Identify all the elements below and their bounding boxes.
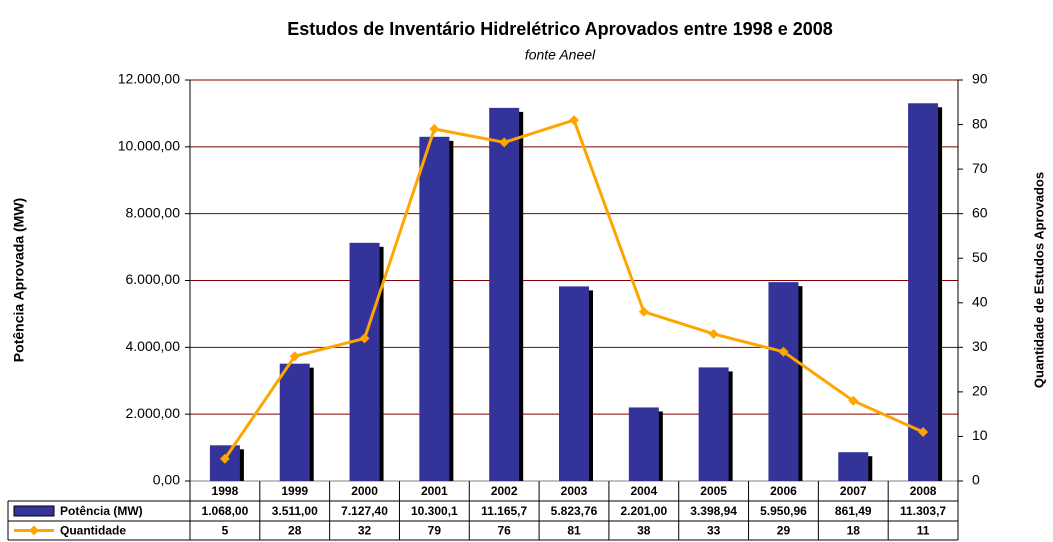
x-tick-label: 2008 [910, 484, 937, 498]
y2-tick-label: 70 [972, 160, 988, 176]
marker [289, 351, 300, 362]
table-value: 28 [288, 524, 302, 538]
x-tick-label: 2006 [770, 484, 797, 498]
table-value: 32 [358, 524, 372, 538]
x-tick-label: 2007 [840, 484, 867, 498]
table-value: 5.823,76 [551, 504, 598, 518]
table-value: 33 [707, 524, 721, 538]
chart-title: Estudos de Inventário Hidrelétrico Aprov… [287, 19, 833, 39]
bar [908, 103, 939, 481]
table-value: 1.068,00 [202, 504, 249, 518]
table-value: 5.950,96 [760, 504, 807, 518]
y2-tick-label: 80 [972, 115, 988, 131]
table-value: 11 [917, 524, 930, 538]
table-value: 11.303,7 [900, 504, 946, 518]
x-tick-label: 1998 [212, 484, 239, 498]
x-tick-label: 1999 [281, 484, 308, 498]
y-tick-label: 10.000,00 [118, 138, 180, 154]
table-value: 7.127,40 [341, 504, 388, 518]
bar [838, 452, 869, 481]
table-value: 861,49 [835, 504, 872, 518]
y2-tick-label: 0 [972, 472, 980, 488]
y2-tick-label: 10 [972, 427, 988, 443]
y-axis-title: Potência Aprovada (MW) [11, 198, 27, 362]
x-tick-label: 2005 [700, 484, 727, 498]
marker [778, 346, 789, 357]
table-value: 29 [777, 524, 791, 538]
y2-tick-label: 30 [972, 338, 988, 354]
bar [419, 136, 450, 481]
x-tick-label: 2000 [351, 484, 378, 498]
bar [279, 363, 310, 481]
table-value: 3.511,00 [272, 504, 318, 518]
y-tick-label: 0,00 [153, 472, 180, 488]
y-tick-label: 8.000,00 [126, 204, 181, 220]
y2-axis-title: Quantidade de Estudos Aprovados [1031, 172, 1046, 388]
table-value: 81 [567, 524, 581, 538]
y-tick-label: 6.000,00 [126, 271, 181, 287]
legend-swatch [13, 505, 55, 517]
legend-marker [29, 525, 39, 536]
bar [489, 107, 520, 482]
marker [499, 137, 510, 148]
table-value: 10.300,1 [411, 504, 458, 518]
bar [698, 367, 729, 481]
x-tick-label: 2003 [561, 484, 588, 498]
bar [349, 242, 380, 481]
bar [768, 282, 799, 481]
bar [628, 407, 659, 481]
marker [569, 115, 579, 126]
marker [359, 333, 370, 344]
table-value: 3.398,94 [690, 504, 737, 518]
table-value: 76 [498, 524, 512, 538]
table-value: 2.201,00 [620, 504, 667, 518]
marker [708, 328, 719, 339]
y2-tick-label: 20 [972, 383, 988, 399]
chart-subtitle: fonte Aneel [525, 47, 596, 63]
legend-label: Quantidade [60, 524, 126, 538]
table-value: 38 [637, 524, 651, 538]
legend-label: Potência (MW) [60, 504, 143, 518]
table-value: 79 [428, 524, 442, 538]
table-value: 18 [847, 524, 861, 538]
y-tick-label: 2.000,00 [126, 405, 181, 421]
x-tick-label: 2002 [491, 484, 518, 498]
bar [559, 286, 589, 481]
y2-tick-label: 40 [972, 293, 988, 309]
table-value: 5 [222, 524, 229, 538]
table-value: 11.165,7 [481, 504, 527, 518]
marker [638, 306, 649, 317]
y-tick-label: 12.000,00 [118, 71, 180, 87]
marker [918, 426, 929, 437]
y-tick-label: 4.000,00 [126, 338, 181, 354]
marker [429, 124, 440, 135]
marker [848, 395, 859, 406]
y2-tick-label: 50 [972, 249, 988, 265]
marker [219, 453, 230, 464]
x-tick-label: 2001 [421, 484, 448, 498]
x-tick-label: 2004 [630, 484, 657, 498]
y2-tick-label: 60 [972, 204, 988, 220]
y2-tick-label: 90 [972, 71, 988, 87]
